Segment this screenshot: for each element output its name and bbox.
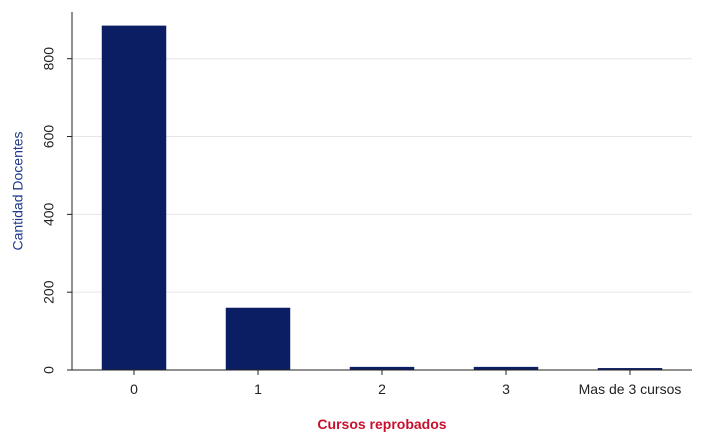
y-ticks: 0 200 400 600 800: [41, 47, 72, 374]
x-tick-label-1: 1: [254, 381, 262, 397]
y-tick-label-600: 600: [41, 125, 57, 149]
x-tick-label-2: 2: [378, 381, 386, 397]
x-tick-label-4: Mas de 3 cursos: [579, 381, 682, 397]
x-tick-label-3: 3: [502, 381, 510, 397]
bar-1: [226, 308, 290, 370]
x-axis-title: Cursos reprobados: [317, 416, 446, 432]
y-tick-label-200: 200: [41, 280, 57, 304]
bar-0: [102, 26, 166, 370]
y-tick-label-800: 800: [41, 47, 57, 71]
y-tick-label-400: 400: [41, 202, 57, 226]
y-tick-label-0: 0: [41, 366, 57, 374]
x-tick-label-0: 0: [130, 381, 138, 397]
bars: [102, 26, 662, 370]
x-ticks: 0 1 2 3 Mas de 3 cursos: [130, 370, 681, 397]
y-axis-title: Cantidad Docentes: [10, 131, 26, 250]
